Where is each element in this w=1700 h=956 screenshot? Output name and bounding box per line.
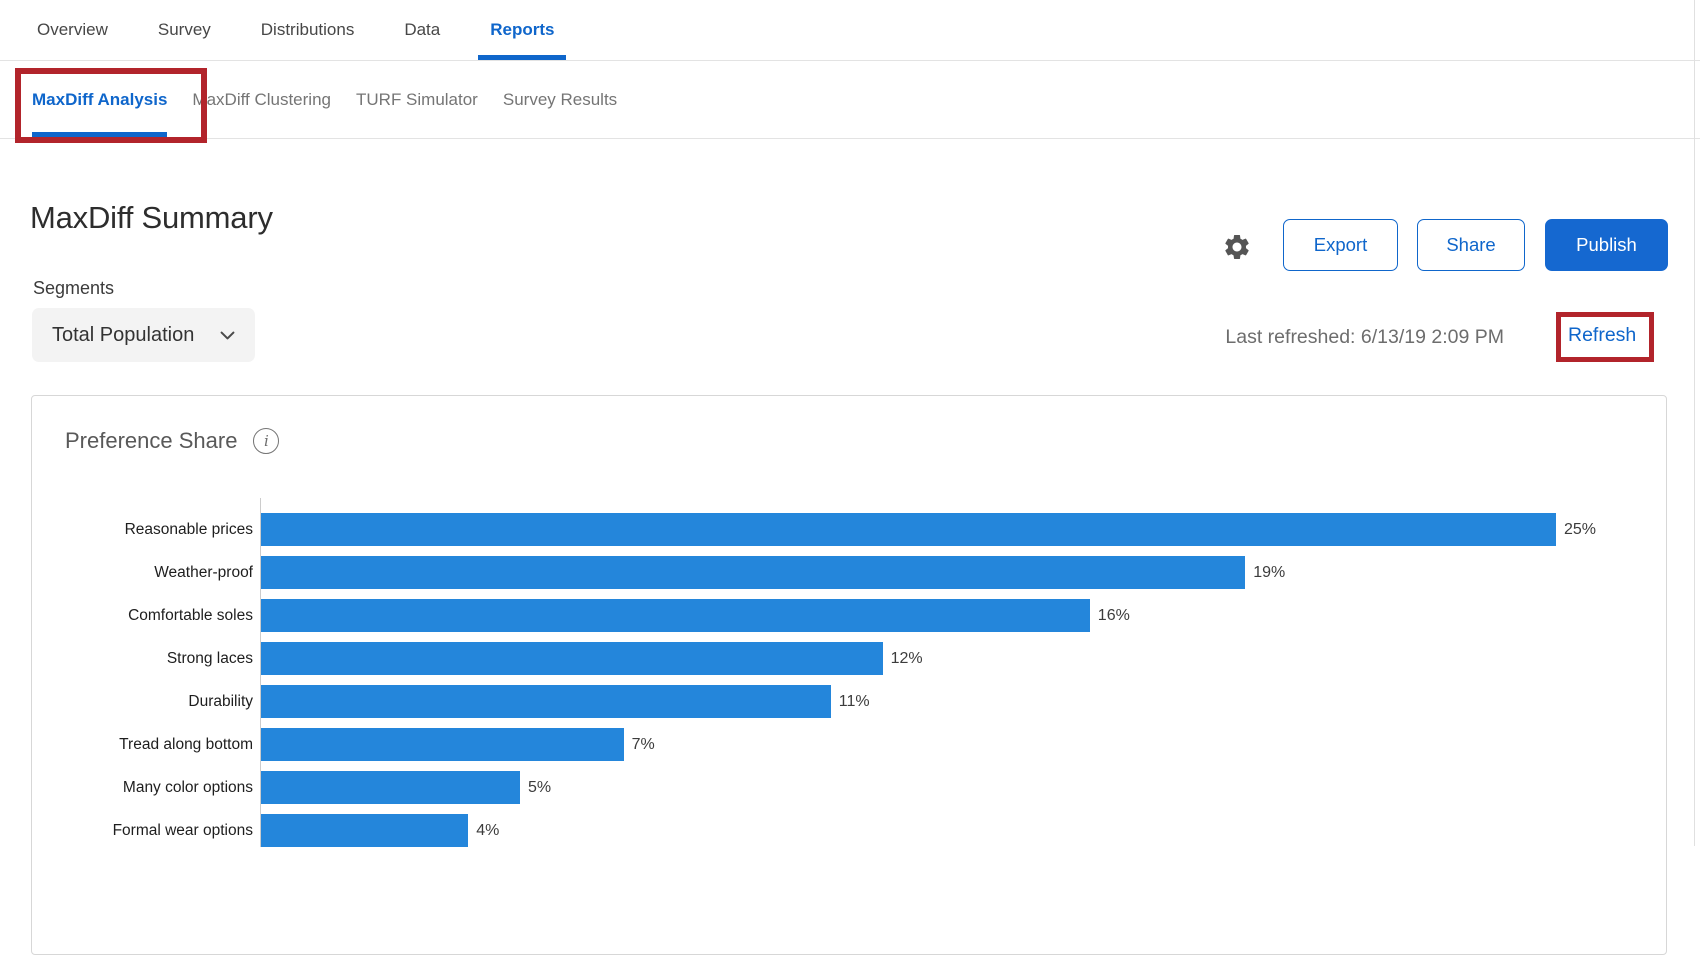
preference-share-card: Preference Share i Reasonable prices 25% W… (31, 395, 1667, 955)
tab-label: TURF Simulator (356, 89, 478, 109)
bar-value: 12% (890, 649, 923, 667)
chevron-down-icon (220, 331, 235, 339)
chart-row: Tread along bottom 7% (32, 723, 1666, 766)
bar[interactable] (261, 599, 1090, 632)
segment-dropdown[interactable]: Total Population (32, 308, 255, 362)
bar-label: Tread along bottom (119, 735, 253, 753)
bar-label: Strong laces (166, 649, 253, 667)
bar-label: Comfortable soles (128, 606, 253, 624)
card-title-row: Preference Share i (65, 428, 280, 454)
bar-value: 25% (1564, 520, 1597, 538)
info-icon[interactable]: i (253, 428, 280, 454)
tab-label: MaxDiff Clustering (192, 89, 331, 109)
bar-value: 7% (631, 735, 655, 753)
report-subtabs: MaxDiff Analysis MaxDiff Clustering TURF… (0, 61, 1700, 139)
active-nav-indicator (478, 55, 567, 60)
top-navbar: Overview Survey Distributions Data Repor… (0, 0, 1700, 61)
bar[interactable] (261, 728, 624, 761)
nav-item-reports[interactable]: Reports (478, 0, 567, 60)
bar-value: 19% (1253, 563, 1286, 581)
bar-value: 5% (528, 778, 552, 796)
page-title: MaxDiff Summary (30, 200, 273, 235)
tab-label: MaxDiff Analysis (32, 89, 168, 109)
page-right-edge-line (1694, 0, 1695, 846)
refresh-link[interactable]: Refresh (1568, 324, 1637, 346)
bar-value: 16% (1097, 606, 1130, 624)
gear-icon (1225, 235, 1249, 259)
nav-item-label: Distributions (260, 20, 355, 39)
segment-dropdown-value: Total Population (52, 323, 195, 346)
bar[interactable] (261, 814, 469, 847)
tab-maxdiff-clustering[interactable]: MaxDiff Clustering (192, 61, 331, 138)
share-button[interactable]: Share (1417, 219, 1525, 271)
chart-row: Comfortable soles 16% (32, 594, 1666, 637)
y-axis-line (260, 498, 261, 847)
bar-label: Durability (188, 692, 253, 710)
tab-turf-simulator[interactable]: TURF Simulator (356, 61, 478, 138)
chart-row: Formal wear options 4% (32, 809, 1666, 852)
nav-item-survey[interactable]: Survey (158, 0, 211, 60)
bar-label: Reasonable prices (124, 520, 253, 538)
nav-item-label: Overview (37, 20, 108, 39)
tab-label: Survey Results (502, 89, 618, 109)
segments-label: Segments (33, 278, 115, 298)
nav-item-overview[interactable]: Overview (37, 0, 108, 60)
nav-item-data[interactable]: Data (404, 0, 440, 60)
tab-maxdiff-analysis[interactable]: MaxDiff Analysis (32, 61, 168, 138)
chart-row: Strong laces 12% (32, 637, 1666, 680)
bar-value: 11% (838, 692, 870, 710)
bar-label: Formal wear options (112, 821, 253, 839)
bar[interactable] (261, 685, 831, 718)
tab-survey-results[interactable]: Survey Results (503, 61, 617, 138)
nav-item-label: Survey (157, 20, 211, 39)
card-title: Preference Share (65, 428, 238, 453)
chart-row: Many color options 5% (32, 766, 1666, 809)
bar-label: Weather-proof (154, 563, 253, 581)
chart-row: Weather-proof 19% (32, 551, 1666, 594)
last-refreshed-text: Last refreshed: 6/13/19 2:09 PM (1225, 326, 1504, 348)
preference-share-chart: Reasonable prices 25% Weather-proof 19% Comf… (32, 496, 1666, 956)
export-button[interactable]: Export (1283, 219, 1398, 271)
nav-item-label: Data (404, 20, 441, 39)
nav-item-label: Reports (490, 20, 555, 39)
active-tab-indicator (32, 132, 168, 138)
chart-rows: Reasonable prices 25% Weather-proof 19% Comf… (32, 496, 1666, 852)
publish-button[interactable]: Publish (1545, 219, 1668, 271)
bar[interactable] (261, 771, 520, 804)
chart-row: Reasonable prices 25% (32, 508, 1666, 551)
settings-gear-icon[interactable] (1222, 232, 1252, 262)
chart-row: Durability 11% (32, 680, 1666, 723)
bar-value: 4% (476, 821, 500, 839)
bar[interactable] (261, 513, 1556, 546)
bar[interactable] (261, 556, 1246, 589)
bar[interactable] (261, 642, 883, 675)
bar-label: Many color options (122, 778, 253, 796)
nav-item-distributions[interactable]: Distributions (261, 0, 355, 60)
